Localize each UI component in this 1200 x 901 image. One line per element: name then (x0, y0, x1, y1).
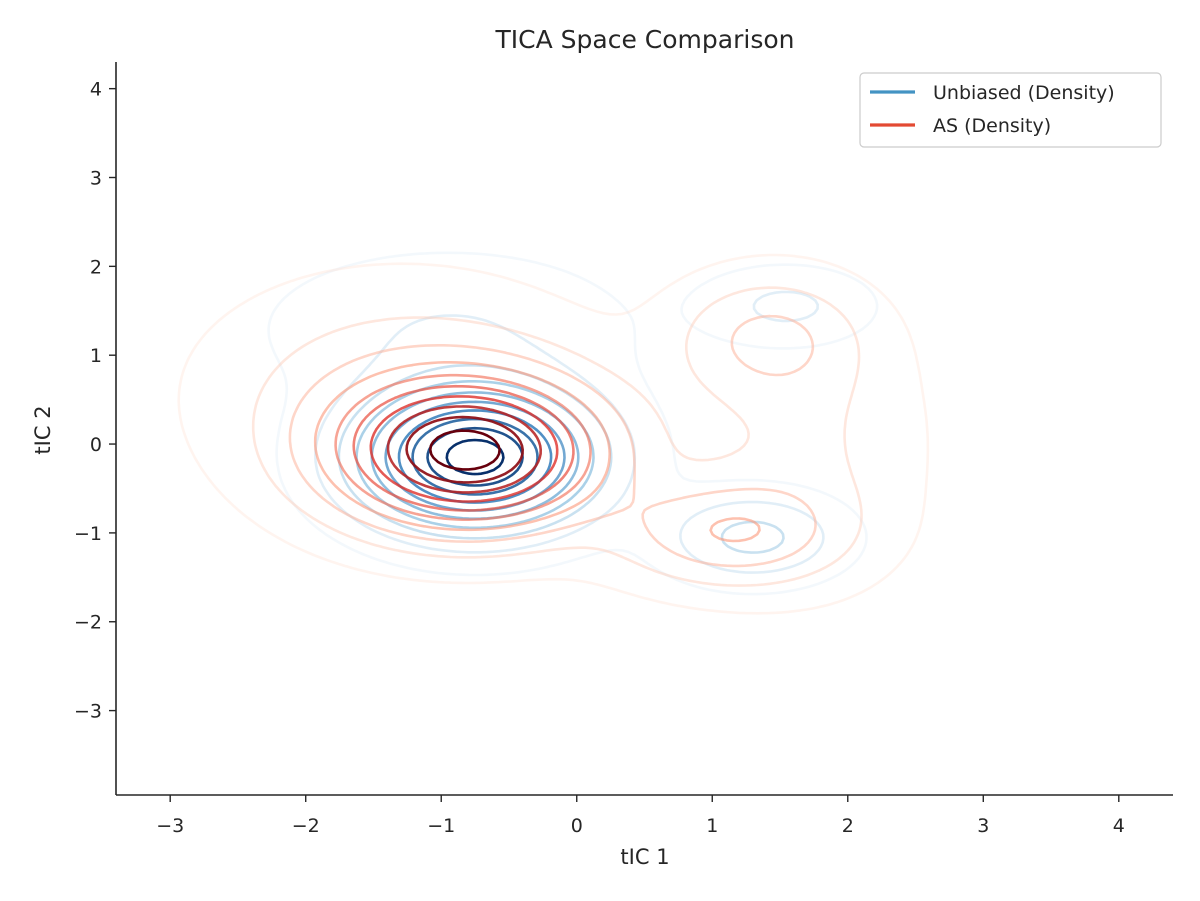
y-tick-label: 3 (90, 168, 102, 190)
contour-line (177, 253, 930, 615)
contour-line (251, 286, 863, 587)
x-axis-label: tIC 1 (620, 845, 669, 869)
x-tick-label: −1 (427, 815, 455, 837)
contour-line (334, 373, 592, 521)
contour-line (352, 384, 575, 512)
x-tick-label: 2 (842, 815, 854, 837)
contour-line (369, 395, 559, 503)
chart-title: TICA Space Comparison (495, 25, 795, 54)
contour-line (386, 405, 542, 494)
contour-line (267, 251, 879, 596)
contour-line (429, 429, 501, 471)
legend-label-as: AS (Density) (933, 115, 1051, 137)
contour-layer (177, 251, 930, 615)
y-tick-label: 2 (90, 256, 102, 278)
y-tick-label: −1 (74, 523, 102, 545)
x-tick-label: 1 (706, 815, 718, 837)
contour-line (313, 361, 761, 543)
contour-line (405, 415, 524, 484)
y-tick-label: −2 (74, 612, 102, 634)
contour-series-as (177, 253, 930, 615)
x-tick-label: −3 (156, 815, 184, 837)
x-tick-label: 4 (1113, 815, 1125, 837)
legend: Unbiased (Density) AS (Density) (859, 72, 1162, 148)
y-tick-label: 1 (90, 345, 102, 367)
x-tick-label: 3 (977, 815, 989, 837)
y-tick-label: 4 (90, 79, 102, 101)
legend-frame (859, 72, 1162, 148)
y-tick-label: 0 (90, 434, 102, 456)
x-tick-label: −2 (292, 815, 320, 837)
contour-line (355, 380, 595, 530)
axes: −3 −2 −1 0 1 2 3 4 −3 −2 −1 0 1 2 3 4 (74, 62, 1173, 837)
legend-label-unbiased: Unbiased (Density) (933, 82, 1115, 104)
contour-line (288, 314, 817, 568)
y-tick-label: −3 (74, 701, 102, 723)
x-tick-label: 0 (571, 815, 583, 837)
y-axis-label: tIC 2 (31, 405, 55, 454)
